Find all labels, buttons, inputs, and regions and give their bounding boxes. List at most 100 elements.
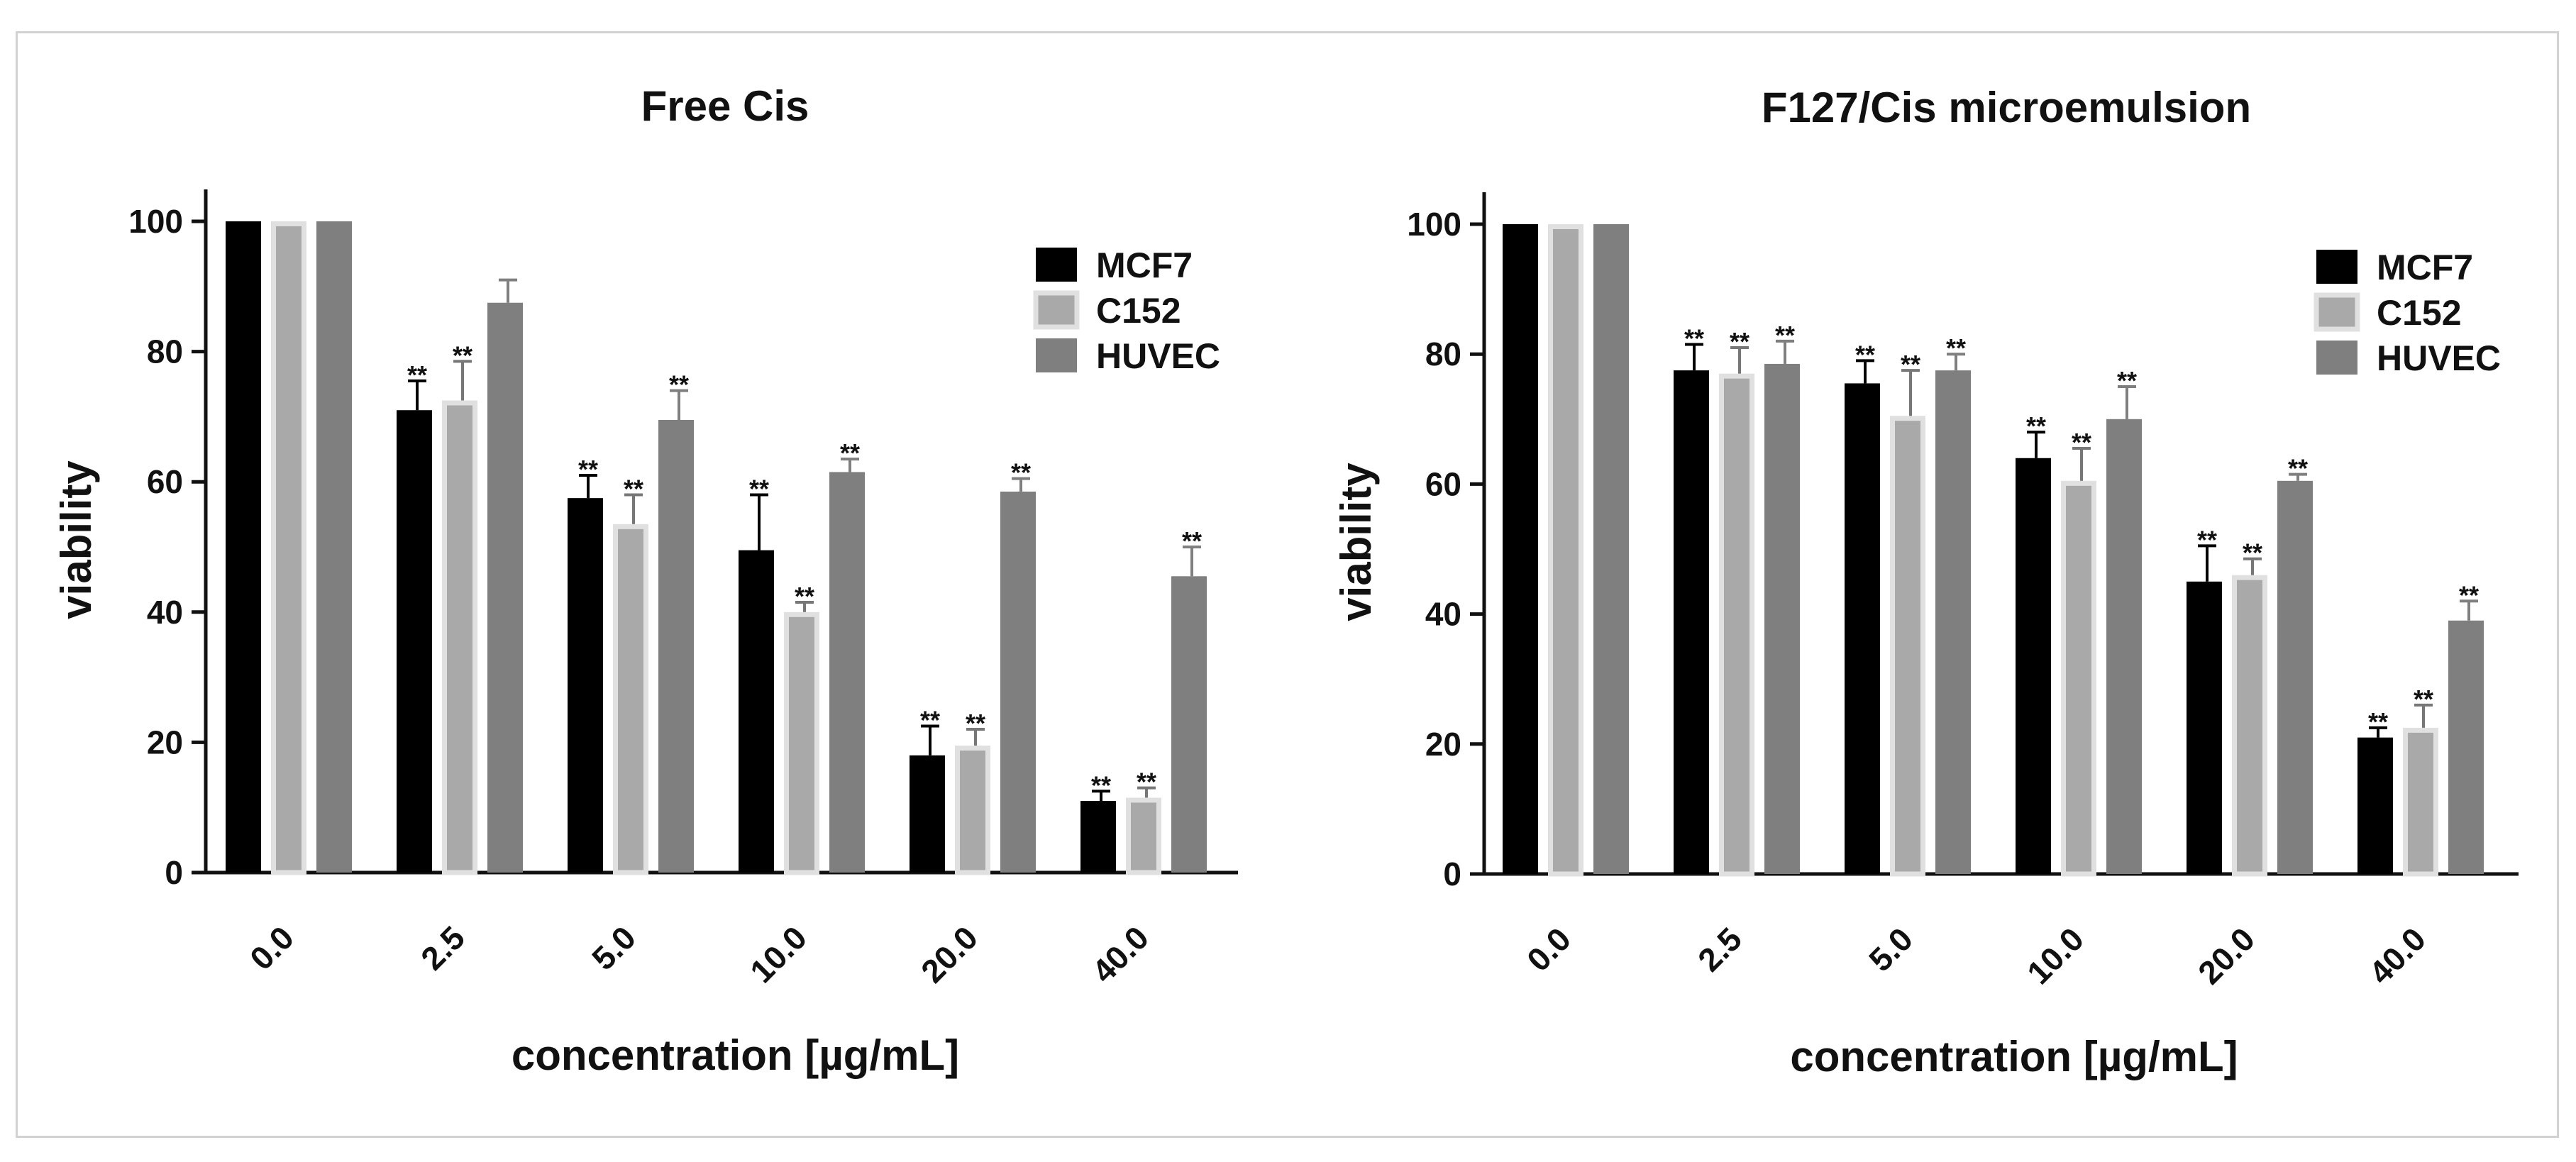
y-tick-label: 20 [1425,726,1461,763]
bar-mcf7-5.0 [1845,383,1880,874]
bar-mcf7-0.0 [226,221,261,873]
bar-c152-2.5 [442,400,477,875]
significance-marker: ** [2072,428,2091,457]
significance-marker: ** [1730,327,1749,356]
significance-marker: ** [966,709,985,738]
y-tick-label: 80 [1425,336,1461,372]
significance-marker: ** [749,475,769,504]
significance-marker: ** [1011,458,1031,487]
bar-c152-2.5 [1719,373,1754,877]
bar-c152-10.0 [784,612,819,875]
significance-marker: ** [2459,580,2479,609]
x-tick-label: 40.0 [1085,919,1156,990]
significance-marker: ** [2026,411,2046,441]
significance-marker: ** [1855,340,1875,369]
significance-marker: ** [1091,770,1111,799]
legend-label-mcf7: MCF7 [2377,248,2473,287]
x-tick-label: 5.0 [1862,920,1920,978]
chart-title: F127/Cis microemulsion [1762,84,2251,131]
bar-huvec-20.0 [2277,480,2313,874]
x-tick-label: 2.5 [1691,920,1749,978]
legend-swatch-huvec [2316,341,2357,375]
bar-huvec-0.0 [316,221,352,873]
bar-huvec-2.5 [1764,363,1800,874]
significance-marker: ** [407,360,427,389]
bar-mcf7-10.0 [2016,458,2051,874]
significance-marker: ** [2197,525,2217,554]
x-tick-label: 2.5 [414,919,472,977]
bar-mcf7-5.0 [568,498,603,873]
significance-marker: ** [624,475,643,504]
bar-c152-5.0 [1890,416,1925,877]
significance-marker: ** [1901,350,1920,379]
y-tick-label: 40 [147,594,183,631]
legend-label-huvec: HUVEC [2377,338,2501,378]
x-tick-label: 10.0 [2020,920,2091,991]
y-tick-label: 60 [147,463,183,500]
legend-label-mcf7: MCF7 [1096,245,1193,285]
bar-huvec-5.0 [658,419,694,873]
y-tick-label: 0 [165,854,183,891]
x-axis-title: concentration [µg/mL] [1790,1033,2238,1080]
legend-swatch-mcf7 [1036,248,1077,282]
significance-marker: ** [1137,768,1156,797]
y-tick-label: 0 [1443,856,1461,892]
chart-panel-2 [1470,192,2519,877]
legend-swatch-huvec [1036,338,1077,372]
legend-label-huvec: HUVEC [1096,336,1220,376]
significance-marker: ** [795,582,814,611]
x-tick-label: 0.0 [243,919,301,977]
bar-huvec-10.0 [2106,419,2142,874]
legend-swatch-c152 [1033,290,1080,330]
x-axis-title: concentration [µg/mL] [512,1031,959,1079]
bar-c152-10.0 [2061,480,2096,877]
bar-c152-5.0 [613,524,648,875]
bar-mcf7-0.0 [1503,224,1538,874]
significance-marker: ** [669,370,689,399]
significance-marker: ** [2117,366,2137,395]
bar-mcf7-10.0 [739,550,774,873]
y-tick-label: 60 [1425,465,1461,502]
significance-marker: ** [1684,323,1704,353]
bar-c152-40.0 [1126,797,1161,875]
significance-marker: ** [453,341,472,370]
bar-mcf7-2.5 [1674,370,1709,874]
y-tick-label: 20 [147,724,183,760]
significance-marker: ** [578,455,598,484]
bar-mcf7-40.0 [2357,737,2393,874]
bar-huvec-10.0 [829,472,865,873]
significance-marker: ** [920,705,940,734]
y-axis-title: viability [52,460,100,619]
y-axis-title: viability [1332,463,1380,621]
significance-marker: ** [1946,333,1966,363]
legend-label-c152: C152 [1096,291,1181,331]
x-tick-label: 10.0 [743,919,814,990]
significance-marker: ** [2368,707,2388,736]
chart-title: Free Cis [641,82,809,130]
significance-marker: ** [1775,321,1795,350]
bar-mcf7-20.0 [2187,581,2222,874]
x-tick-label: 5.0 [585,919,643,977]
legend-swatch-mcf7 [2316,250,2357,284]
significance-marker: ** [2414,685,2433,714]
bar-c152-0.0 [271,221,306,875]
x-tick-label: 20.0 [2191,920,2262,991]
y-tick-label: 100 [1407,206,1461,243]
bar-huvec-0.0 [1593,224,1629,874]
y-tick-label: 80 [147,333,183,370]
bar-c152-20.0 [955,745,990,875]
bar-mcf7-2.5 [397,410,432,873]
significance-marker: ** [1182,526,1202,555]
bar-huvec-20.0 [1000,491,1036,873]
chart-panel-1 [192,189,1238,875]
legend-swatch-c152 [2314,292,2360,332]
bar-mcf7-20.0 [910,755,945,873]
bar-c152-0.0 [1548,224,1583,877]
bar-huvec-5.0 [1935,370,1971,874]
bar-c152-40.0 [2403,727,2438,877]
significance-marker: ** [840,438,860,467]
bar-c152-20.0 [2232,575,2267,877]
bar-huvec-40.0 [1171,576,1207,873]
bar-huvec-40.0 [2448,620,2484,874]
